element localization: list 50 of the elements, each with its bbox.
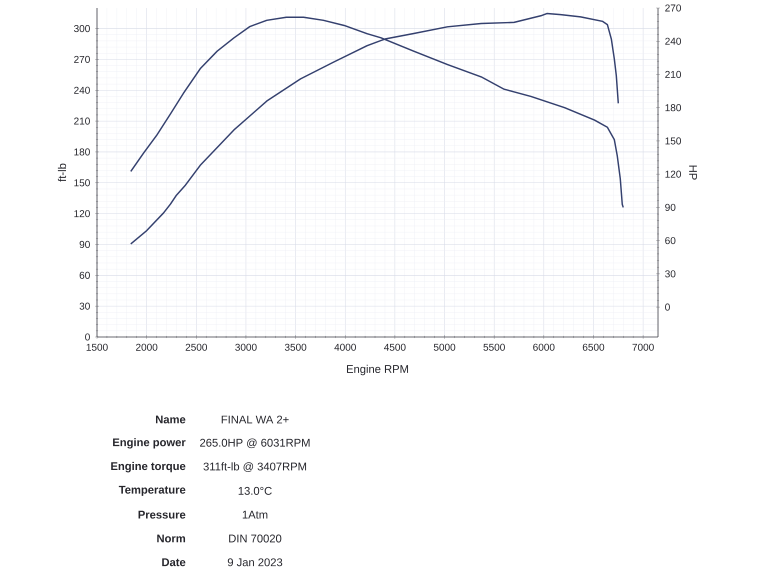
y-tick-label: 60 xyxy=(80,272,90,279)
text: Date xyxy=(162,558,186,566)
x-tick-label: 2500 xyxy=(186,344,208,351)
x-tick-label: 5000 xyxy=(434,344,456,351)
x-tick-label: 6500 xyxy=(582,344,604,351)
y2-tick-label: 270 xyxy=(665,4,682,12)
x-tick-label: 2000 xyxy=(136,344,158,351)
x-tick-label: 3500 xyxy=(284,344,306,351)
x-tick-label: 3000 xyxy=(235,344,257,351)
x-tick-label: 7000 xyxy=(632,344,654,351)
y2-tick-label: 150 xyxy=(665,137,682,144)
text: FINAL WA 2+ xyxy=(222,416,289,424)
y2-tick-label: 240 xyxy=(665,38,682,45)
y-tick-label: 300 xyxy=(74,25,90,32)
y-tick-label: 180 xyxy=(74,148,90,156)
x-axis-title: Engine RPM xyxy=(346,364,408,376)
text: 1Atm xyxy=(242,510,268,519)
text: Name xyxy=(156,416,186,424)
y-tick-label: 150 xyxy=(74,179,90,186)
y2-tick-label: 30 xyxy=(665,270,676,278)
text: Engine torque xyxy=(111,462,186,472)
x-tick-label: 4500 xyxy=(384,344,406,351)
y2-axis-title: HP xyxy=(689,166,697,180)
y2-tick-label: 0 xyxy=(665,304,670,311)
text: Engine power xyxy=(113,438,186,449)
y-tick-label: 210 xyxy=(74,118,90,125)
text: 265.0HP @ 6031RPM xyxy=(200,438,310,448)
y2-tick-label: 210 xyxy=(665,70,682,78)
y2-tick-label: 90 xyxy=(665,204,676,211)
text: 311ft-lb @ 3407RPM xyxy=(203,462,306,472)
x-tick-label: 1500 xyxy=(86,344,108,351)
x-tick-label: 4000 xyxy=(334,344,356,351)
text: 13.0°C xyxy=(238,486,272,495)
x-tick-label: 6000 xyxy=(533,344,555,351)
y-tick-label: 120 xyxy=(74,210,90,218)
y-tick-label: 240 xyxy=(74,86,90,94)
text: Temperature xyxy=(118,486,186,496)
text: DIN 70020 xyxy=(229,534,282,542)
y-tick-label: 0 xyxy=(85,333,90,341)
y-tick-label: 270 xyxy=(74,56,90,63)
y-tick-label: 90 xyxy=(80,240,90,248)
y2-tick-label: 60 xyxy=(665,237,676,244)
x-tick-label: 5500 xyxy=(483,344,505,351)
text: 9 Jan 2023 xyxy=(228,558,282,566)
y-axis-title: ft-lb xyxy=(58,164,66,182)
y2-tick-label: 120 xyxy=(665,170,682,178)
text: Norm xyxy=(157,534,186,542)
text: Pressure xyxy=(138,510,186,519)
y2-tick-label: 180 xyxy=(665,104,682,112)
y-tick-label: 30 xyxy=(80,302,90,310)
